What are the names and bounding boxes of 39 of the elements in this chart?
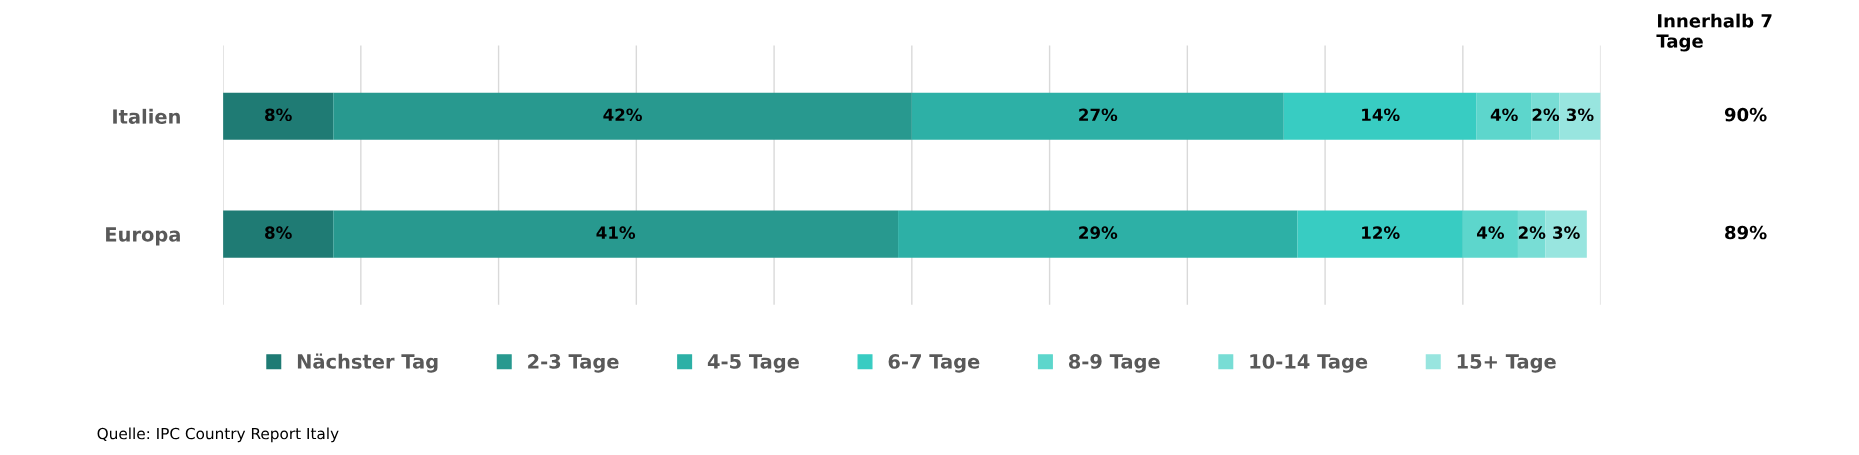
bar — [333, 210, 899, 258]
data-label: 2% — [1532, 108, 1560, 122]
bar — [223, 92, 334, 140]
data-label: 27% — [1079, 108, 1118, 122]
bar — [223, 210, 334, 258]
data-label: 14% — [1362, 108, 1400, 122]
text: 90% — [1724, 107, 1767, 122]
bar — [1462, 210, 1518, 258]
bar — [1545, 210, 1587, 258]
data-label: 3% — [1566, 108, 1594, 122]
bar — [898, 210, 1298, 258]
bar — [333, 92, 912, 140]
y-tick-label: Europa — [106, 227, 180, 246]
bar — [911, 92, 1284, 140]
bar — [1559, 92, 1601, 140]
legend-label: 10-14 Tage — [1250, 354, 1368, 373]
bar — [1476, 92, 1532, 140]
data-label: 41% — [596, 226, 636, 239]
data-label: 4% — [1490, 108, 1518, 122]
data-label: 42% — [603, 108, 642, 122]
data-label: 8% — [265, 226, 292, 239]
source-note: Quelle: IPC Country Report Italy — [97, 427, 339, 443]
legend-label: 2-3 Tage — [528, 354, 619, 373]
data-label: 12% — [1362, 226, 1400, 239]
legend-label: 15+ Tage — [1457, 354, 1556, 373]
bar — [1283, 92, 1477, 140]
legend-label: Nächster Tag — [297, 353, 438, 373]
data-label: 4% — [1477, 226, 1505, 239]
text: 89% — [1725, 225, 1767, 240]
data-label: 8% — [265, 108, 292, 122]
data-label: 29% — [1079, 226, 1118, 239]
legend-label: 4-5 Tage — [707, 354, 799, 373]
legend-label: 8-9 Tage — [1068, 354, 1160, 373]
data-label: 3% — [1553, 226, 1580, 239]
y-tick-label: Italien — [113, 108, 180, 124]
data-label: 2% — [1518, 226, 1546, 239]
legend-label: 6-7 Tage — [888, 354, 980, 373]
bar — [1297, 210, 1463, 258]
text: Innerhalb 7 Tage — [1656, 13, 1772, 52]
